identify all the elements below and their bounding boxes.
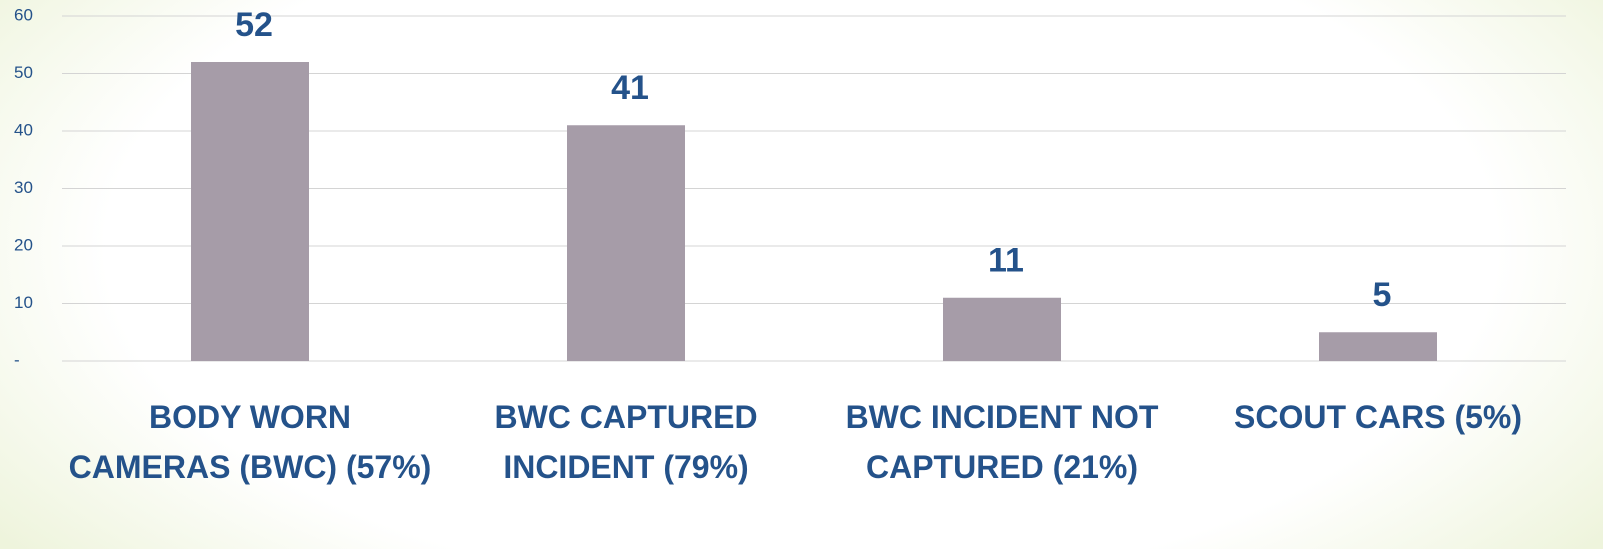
x-tick-label: BWC CAPTURED INCIDENT (79%) — [494, 399, 758, 485]
x-tick-label: SCOUT CARS (5%) — [1233, 399, 1522, 435]
y-tick-label: 60 — [14, 5, 33, 24]
data-label: 5 — [1373, 276, 1392, 314]
x-tick-label: BODY WORN CAMERAS (BWC) (57%) — [68, 399, 432, 485]
y-tick-label: 30 — [14, 178, 33, 197]
data-label: 52 — [235, 6, 273, 44]
data-label: 41 — [611, 69, 649, 107]
x-tick-label: BWC INCIDENT NOT CAPTURED (21%) — [845, 399, 1159, 485]
bar — [943, 297, 1061, 361]
y-tick-label: - — [14, 350, 20, 369]
bar — [567, 125, 685, 361]
y-tick-label: 40 — [14, 120, 33, 139]
y-tick-label: 10 — [14, 293, 33, 312]
y-tick-label: 50 — [14, 63, 33, 82]
y-tick-label: 20 — [14, 235, 33, 254]
bar — [1319, 332, 1437, 361]
bar — [191, 62, 309, 361]
data-label: 11 — [988, 242, 1024, 280]
